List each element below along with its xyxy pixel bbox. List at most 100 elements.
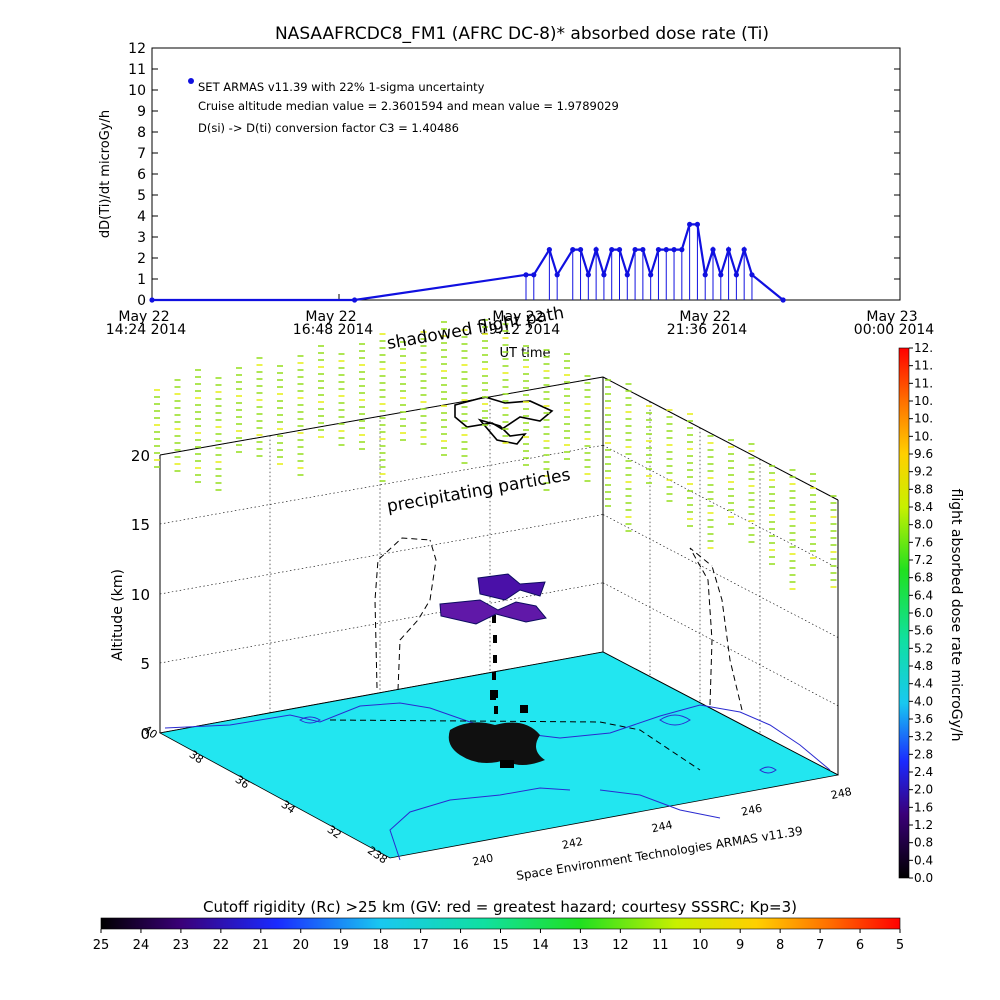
dose-clusters <box>439 573 547 625</box>
dose-colorbar-tick-label: 8.0 <box>914 518 933 532</box>
rigidity-colorbar-gradient <box>100 917 901 930</box>
back-wall-gridline <box>159 376 604 456</box>
ground-path-line <box>329 719 701 771</box>
y-tick-label: 1 <box>137 272 146 288</box>
data-point <box>351 297 358 303</box>
legend-marker <box>188 78 194 84</box>
lon-tick-label: 246 <box>740 802 763 819</box>
dose-colorbar-tick-label: 1.6 <box>914 800 933 814</box>
z-tick-label: 20 <box>131 447 150 465</box>
dose-colorbar-ticks: 0.0 0.4 0.8 1.2 1.6 2.0 2.4 2.8 3.2 3.6 4.0 4.4 4.8 5… <box>909 341 933 885</box>
precipitating-particles-curtain <box>154 319 837 590</box>
rigidity-colorbar-tick-label: 12 <box>612 938 629 953</box>
lon-tick-label: 242 <box>561 835 584 852</box>
series-line <box>152 223 784 302</box>
side-wall-gridline <box>602 582 839 707</box>
lon-axis-ticks: 240 242 244 246 248 <box>471 785 853 868</box>
rigidity-colorbar-tick-label: 8 <box>776 938 784 953</box>
dose-colorbar-tick-label: 11. <box>914 376 933 390</box>
y-tick-label: 4 <box>137 209 146 225</box>
data-point <box>632 247 638 253</box>
rigidity-colorbar-tick-label: 7 <box>816 938 824 953</box>
z-tick-label: 10 <box>131 586 150 604</box>
side-wall-gridline <box>602 514 839 638</box>
data-point <box>648 272 654 278</box>
rigidity-colorbar-tick-label: 11 <box>652 938 669 953</box>
rigidity-colorbar-tick-label: 19 <box>332 938 349 953</box>
y-tick-label: 11 <box>128 62 146 78</box>
dose-colorbar-tick-label: 6.0 <box>914 606 933 620</box>
data-point <box>585 272 591 278</box>
data-point <box>725 247 732 253</box>
rigidity-colorbar-tick-label: 24 <box>133 938 150 953</box>
y-tick-label: 0 <box>137 293 146 309</box>
z-tick-label: 5 <box>140 655 150 673</box>
y-tick-label: 5 <box>137 188 146 204</box>
dose-colorbar-tick-label: 3.6 <box>914 712 933 726</box>
z-tick-label: 0 <box>140 725 150 743</box>
dose-colorbar-tick-label: 5.2 <box>914 641 933 655</box>
x-tick-label-time: 16:48 2014 <box>293 322 374 338</box>
dose-colorbar-tick-label: 10. <box>914 394 933 408</box>
data-point <box>749 272 755 278</box>
rigidity-colorbar-tick-label: 10 <box>692 938 709 953</box>
dose-colorbar-tick-label: 4.4 <box>914 677 933 691</box>
x-tick-label-date: May 22 <box>492 309 543 325</box>
lon-tick-label: 240 <box>471 851 494 868</box>
rigidity-colorbar-tick-label: 17 <box>412 938 429 953</box>
rigidity-colorbar-label: Cutoff rigidity (Rc) >25 km (GV: red = g… <box>203 898 797 916</box>
annotation-precipitating: precipitating particles <box>385 465 572 517</box>
back-wall-gridline <box>159 444 604 525</box>
dose-colorbar-tick-label: 7.6 <box>914 535 933 549</box>
rigidity-colorbar-tick-label: 23 <box>173 938 190 953</box>
rigidity-colorbar-tick-label: 13 <box>572 938 589 953</box>
dose-colorbar-tick-label: 9.2 <box>914 465 933 479</box>
timeseries-panel: NASAAFRCDC8_FM1 (AFRC DC-8)* absorbed do… <box>98 24 934 361</box>
y-tick-label: 9 <box>137 104 146 120</box>
data-point <box>655 247 662 253</box>
dose-colorbar-tick-label: 9.6 <box>914 447 933 461</box>
data-point <box>546 247 552 253</box>
data-point <box>609 247 615 253</box>
dose-colorbar-tick-label: 12. <box>914 341 933 355</box>
rigidity-colorbar-tick-label: 15 <box>492 938 509 953</box>
x-tick-label-time: 00:00 2014 <box>854 322 935 338</box>
dose-rate-series <box>149 221 786 303</box>
rigidity-colorbar-tick-label: 14 <box>532 938 549 953</box>
x-tick-label-time: 19:12 2014 <box>480 322 561 338</box>
data-point <box>593 247 599 253</box>
side-wall-gridline <box>602 444 839 569</box>
dose-colorbar-tick-label: 8.4 <box>914 500 933 514</box>
dose-colorbar-tick-label: 6.8 <box>914 571 933 585</box>
dose-colorbar-tick-label: 2.8 <box>914 747 933 761</box>
central-tower <box>492 615 498 714</box>
dose-colorbar-tick-label: 10. <box>914 412 933 426</box>
back-wall-gridline <box>159 514 604 595</box>
annotation-line-1: SET ARMAS v11.39 with 22% 1-sigma uncert… <box>198 80 485 94</box>
z-axis-ticks: 0 5 10 15 20 <box>131 447 150 743</box>
x-tick-label-time: 21:36 2014 <box>667 322 748 338</box>
rigidity-colorbar-ticks: 25 24 23 22 21 20 19 18 17 16 15 14 13 12 11 10 9 8 7 6 5 <box>93 929 904 953</box>
rigidity-colorbar-tick-label: 18 <box>372 938 389 953</box>
dose-colorbar-label: flight absorbed dose rate microGy/h <box>948 489 964 742</box>
ground-shadow-track <box>448 690 545 768</box>
data-point <box>601 272 607 278</box>
x-tick-label-date: May 22 <box>118 309 169 325</box>
x-tick-label-date: May 22 <box>305 309 356 325</box>
data-point <box>710 247 716 253</box>
data-point <box>570 247 576 253</box>
dose-colorbar: 0.0 0.4 0.8 1.2 1.6 2.0 2.4 2.8 3.2 3.6 4.0 4.4 4.8 5… <box>898 341 964 885</box>
box-grid <box>159 376 839 735</box>
data-point <box>694 221 701 227</box>
rigidity-colorbar-tick-label: 5 <box>896 938 904 953</box>
y-axis-label: dD(Ti)/dt microGy/h <box>98 110 113 238</box>
x-tick-label-date: May 23 <box>866 309 917 325</box>
rigidity-colorbar: Cutoff rigidity (Rc) >25 km (GV: red = g… <box>93 898 904 953</box>
dose-colorbar-tick-label: 7.2 <box>914 553 933 567</box>
data-point <box>780 297 786 303</box>
chart-title: NASAAFRCDC8_FM1 (AFRC DC-8)* absorbed do… <box>275 24 769 44</box>
lon-tick-label: 248 <box>830 785 853 802</box>
data-point <box>523 272 529 278</box>
